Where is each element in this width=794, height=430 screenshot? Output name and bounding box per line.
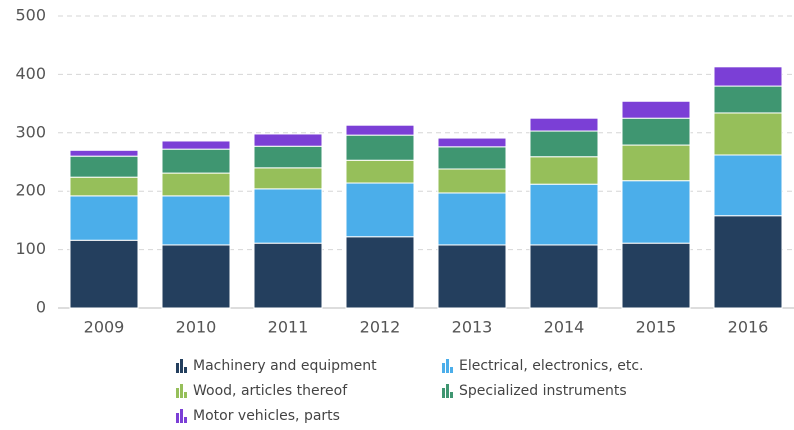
bar-segment bbox=[437, 244, 507, 309]
bar-segment bbox=[437, 146, 507, 170]
y-tick-label: 300 bbox=[15, 122, 46, 141]
bar-segment bbox=[621, 144, 691, 182]
legend-swatch bbox=[176, 388, 179, 398]
x-tick-label: 2009 bbox=[84, 318, 125, 337]
y-tick-label: 500 bbox=[15, 6, 46, 25]
x-tick-label: 2015 bbox=[636, 318, 677, 337]
bar-segment bbox=[713, 66, 783, 87]
bar-segment bbox=[529, 244, 599, 309]
legend-swatch bbox=[446, 359, 449, 373]
legend-swatch bbox=[442, 363, 445, 373]
bar-segment bbox=[437, 192, 507, 246]
x-tick-label: 2010 bbox=[176, 318, 217, 337]
bar-segment bbox=[437, 137, 507, 148]
bar-segment bbox=[621, 117, 691, 146]
bar-segment bbox=[253, 242, 323, 309]
bar-segment bbox=[161, 172, 231, 197]
legend-swatch bbox=[184, 417, 187, 423]
y-tick-label: 0 bbox=[36, 298, 46, 317]
bar-segment bbox=[253, 145, 323, 169]
bar-segment bbox=[345, 124, 415, 136]
x-tick-label: 2013 bbox=[452, 318, 493, 337]
bar-segment bbox=[713, 154, 783, 217]
legend-swatch bbox=[176, 413, 179, 423]
legend-label: Specialized instruments bbox=[459, 383, 627, 399]
legend-swatch bbox=[184, 392, 187, 398]
legend-swatch bbox=[180, 409, 183, 423]
bar-segment bbox=[69, 155, 139, 178]
bar-segment bbox=[529, 183, 599, 246]
bar-segment bbox=[529, 156, 599, 185]
bar-segment bbox=[345, 182, 415, 238]
legend-swatch bbox=[450, 367, 453, 373]
legend-label: Wood, articles thereof bbox=[193, 383, 348, 399]
legend-swatch bbox=[442, 388, 445, 398]
legend-swatch bbox=[176, 363, 179, 373]
bar-segment bbox=[253, 188, 323, 244]
bar-segment bbox=[253, 133, 323, 147]
bar-segment bbox=[529, 130, 599, 158]
bar-segment bbox=[621, 100, 691, 119]
legend-swatch bbox=[180, 384, 183, 398]
bar-segment bbox=[345, 134, 415, 161]
bar-segment bbox=[529, 117, 599, 132]
bar-segment bbox=[621, 242, 691, 309]
x-tick-label: 2016 bbox=[728, 318, 769, 337]
bar-segment bbox=[161, 140, 231, 150]
y-tick-label: 200 bbox=[15, 181, 46, 200]
bar-segment bbox=[161, 195, 231, 246]
legend-label: Electrical, electronics, etc. bbox=[459, 358, 643, 374]
bar-segment bbox=[161, 244, 231, 309]
legend-swatch bbox=[184, 367, 187, 373]
bar-segment bbox=[621, 180, 691, 244]
y-tick-label: 400 bbox=[15, 64, 46, 83]
legend-swatch bbox=[446, 384, 449, 398]
x-tick-label: 2014 bbox=[544, 318, 585, 337]
bar-segment bbox=[437, 168, 507, 194]
bar-segment bbox=[713, 112, 783, 156]
x-tick-label: 2012 bbox=[360, 318, 401, 337]
bar-segment bbox=[69, 149, 139, 157]
legend-swatch bbox=[180, 359, 183, 373]
bar-segment bbox=[253, 167, 323, 190]
y-tick-label: 100 bbox=[15, 239, 46, 258]
legend-swatch bbox=[450, 392, 453, 398]
bar-segment bbox=[713, 215, 783, 309]
legend-label: Machinery and equipment bbox=[193, 358, 377, 374]
legend-label: Motor vehicles, parts bbox=[193, 408, 340, 424]
bar-segment bbox=[69, 176, 139, 197]
bar-segment bbox=[345, 159, 415, 184]
x-tick-label: 2011 bbox=[268, 318, 309, 337]
bar-segment bbox=[713, 85, 783, 114]
bar-segment bbox=[345, 236, 415, 309]
bar-segment bbox=[69, 239, 139, 309]
bar-segment bbox=[69, 195, 139, 241]
bar-segment bbox=[161, 148, 231, 174]
